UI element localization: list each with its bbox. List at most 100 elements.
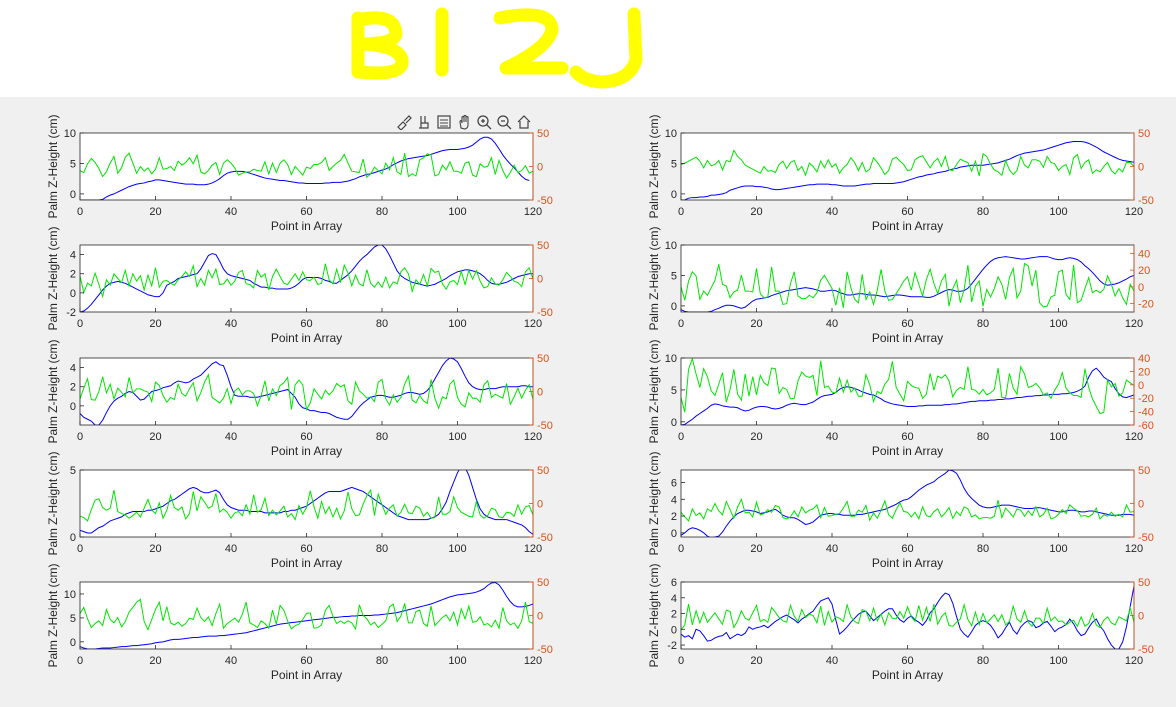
secondary-line	[80, 488, 533, 522]
y-tick-label-left: 2	[671, 511, 677, 523]
y-tick-label-right: -50	[1138, 195, 1154, 207]
x-tick-label: 20	[149, 318, 161, 330]
y-axis-label: Palm Z-Height (cm)	[647, 114, 661, 218]
plot-area	[681, 358, 1134, 425]
y-tick-label-right: 50	[537, 465, 549, 477]
y-axis-label: Palm Z-Height (cm)	[647, 563, 661, 667]
y-tick-label-right: -50	[537, 532, 553, 544]
x-tick-label: 0	[77, 431, 83, 443]
x-tick-label: 60	[901, 655, 913, 667]
x-tick-label: 40	[826, 206, 838, 218]
x-tick-label: 120	[1125, 318, 1143, 330]
y-tick-label-right: 0	[1138, 380, 1144, 392]
x-tick-label: 120	[1125, 655, 1143, 667]
x-axis-label: Point in Array	[271, 219, 342, 233]
x-tick-label: 0	[678, 318, 684, 330]
zoom-out-icon	[497, 115, 512, 130]
x-tick-label: 100	[1049, 543, 1067, 555]
secondary-line	[80, 263, 533, 299]
brush-icon	[397, 115, 412, 130]
x-tick-label: 120	[524, 318, 542, 330]
y-tick-label-right: -20	[1138, 299, 1154, 311]
plot-area	[681, 133, 1134, 200]
y-tick-label-right: -50	[1138, 532, 1154, 544]
plot-area	[80, 470, 533, 537]
y-tick-label-right: 20	[1138, 265, 1150, 277]
x-tick-label: 80	[977, 543, 989, 555]
x-tick-label: 20	[750, 318, 762, 330]
y-tick-label-left: 5	[671, 158, 677, 170]
x-tick-label: 80	[977, 431, 989, 443]
y-tick-label-left: 0	[70, 637, 76, 649]
x-tick-label: 60	[300, 655, 312, 667]
insert-legend-button[interactable]	[434, 112, 454, 132]
x-tick-label: 20	[750, 206, 762, 218]
x-tick-label: 40	[225, 318, 237, 330]
x-tick-label: 80	[376, 655, 388, 667]
x-axis-label: Point in Array	[271, 331, 342, 345]
x-tick-label: 20	[750, 431, 762, 443]
x-tick-label: 40	[826, 543, 838, 555]
y-tick-label-left: 6	[671, 577, 677, 589]
brush-button[interactable]	[394, 112, 414, 132]
x-tick-label: 120	[1125, 543, 1143, 555]
palm-height-line	[681, 367, 1134, 425]
y-tick-label-right: 20	[1138, 366, 1150, 378]
y-tick-label-left: 4	[70, 363, 76, 375]
y-tick-label-right: 0	[1138, 282, 1144, 294]
x-axis-label: Point in Array	[271, 556, 342, 570]
zoom-out-button[interactable]	[494, 112, 514, 132]
subplot-7: 0 20 40 60 80 100 120 0 5 10 -20 0 20 40 Point in Arra…	[647, 226, 1154, 345]
x-tick-label: 60	[300, 543, 312, 555]
y-tick-label-left: 10	[665, 353, 677, 365]
x-tick-label: 100	[448, 543, 466, 555]
x-tick-label: 40	[826, 655, 838, 667]
data-cursor-button[interactable]	[414, 112, 434, 132]
x-tick-label: 80	[376, 431, 388, 443]
y-axis-label: Palm Z-Height (cm)	[46, 226, 60, 330]
palm-height-line	[681, 141, 1134, 200]
secondary-line	[681, 358, 1134, 415]
x-tick-label: 0	[77, 543, 83, 555]
axes-toolbar	[394, 112, 534, 134]
y-tick-label-right: 0	[1138, 611, 1144, 623]
y-tick-label-left: 5	[671, 385, 677, 397]
x-tick-label: 100	[448, 431, 466, 443]
secondary-line	[80, 598, 533, 631]
x-tick-label: 80	[977, 655, 989, 667]
pan-button[interactable]	[454, 112, 474, 132]
x-tick-label: 80	[376, 206, 388, 218]
y-tick-label-left: 4	[671, 494, 677, 506]
y-tick-label-right: 0	[1138, 499, 1144, 511]
x-tick-label: 60	[300, 431, 312, 443]
plot-area	[681, 582, 1134, 649]
y-tick-label-left: 5	[70, 158, 76, 170]
subplot-1: 0 20 40 60 80 100 120 0 5 10 -50 0 50 Point in Array P…	[46, 114, 553, 233]
palm-height-line	[80, 245, 533, 312]
y-tick-label-left: 10	[665, 240, 677, 252]
home-button[interactable]	[514, 112, 534, 132]
x-axis-label: Point in Array	[271, 668, 342, 682]
x-tick-label: 20	[149, 655, 161, 667]
y-tick-label-left: 0	[671, 624, 677, 636]
zoom-in-button[interactable]	[474, 112, 494, 132]
y-tick-label-right: 0	[537, 499, 543, 511]
y-tick-label-left: 0	[671, 417, 677, 429]
y-tick-label-right: -50	[1138, 644, 1154, 656]
y-axis-label: Palm Z-Height (cm)	[46, 339, 60, 443]
y-axis-label: Palm Z-Height (cm)	[647, 339, 661, 443]
x-tick-label: 120	[524, 655, 542, 667]
palm-height-line	[681, 585, 1134, 649]
y-tick-label-left: 10	[64, 128, 76, 140]
secondary-line	[681, 602, 1134, 631]
y-axis-label: Palm Z-Height (cm)	[647, 226, 661, 330]
y-tick-label-right: -40	[1138, 407, 1154, 419]
x-tick-label: 20	[750, 543, 762, 555]
y-tick-label-left: 2	[70, 382, 76, 394]
x-tick-label: 0	[77, 655, 83, 667]
plot-area	[80, 358, 533, 425]
x-axis-label: Point in Array	[271, 444, 342, 458]
x-tick-label: 0	[678, 543, 684, 555]
